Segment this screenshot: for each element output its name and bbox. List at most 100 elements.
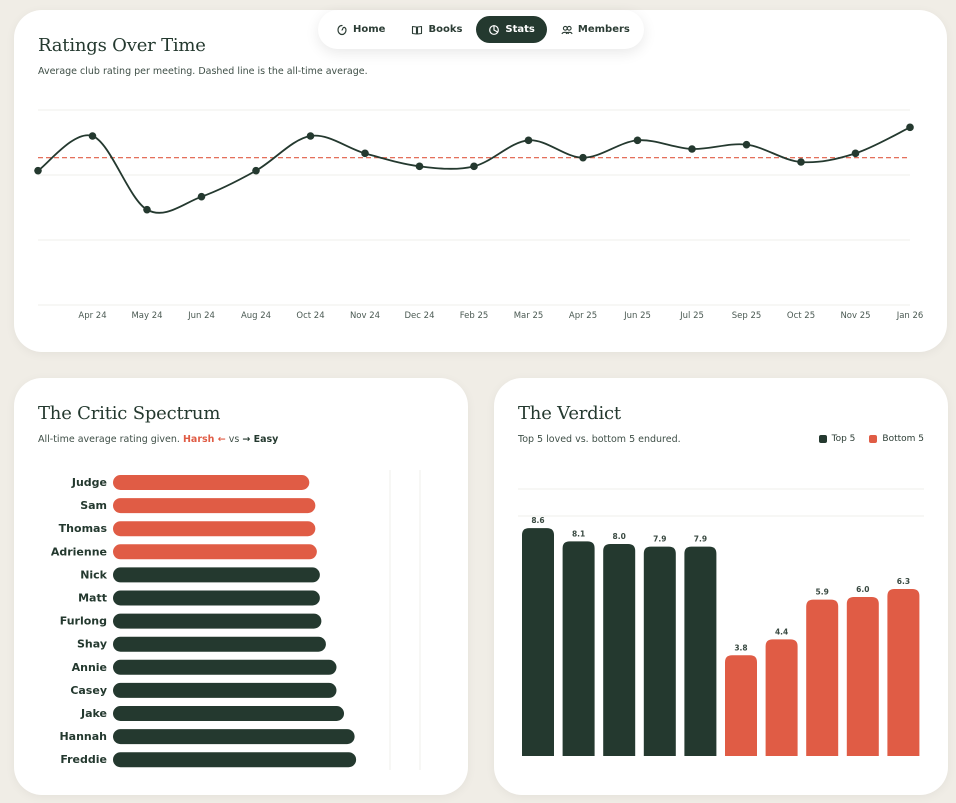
verdict-legend: Top 5 Bottom 5 (818, 434, 924, 444)
x-tick-label: Feb 25 (460, 311, 489, 321)
x-tick-label: Sep 25 (732, 311, 762, 321)
verdict-bar (522, 528, 554, 756)
legend-label-bottom: Bottom 5 (882, 434, 924, 444)
vs-label: vs (228, 434, 240, 445)
data-point (306, 132, 315, 140)
member-label: Furlong (60, 615, 107, 628)
member-label: Nick (80, 568, 107, 581)
member-label: Judge (71, 476, 107, 489)
legend-swatch-bottom (869, 435, 878, 443)
member-label: Sam (80, 499, 107, 512)
x-tick-label: Oct 25 (787, 311, 815, 321)
data-point (633, 136, 642, 145)
member-label: Casey (70, 684, 107, 697)
verdict-bar (846, 597, 879, 756)
data-point (34, 166, 42, 175)
verdict-bar (643, 546, 676, 756)
member-bar (113, 590, 320, 606)
verdict-card: The Verdict Top 5 loved vs. bottom 5 end… (494, 378, 948, 795)
bar-value-label: 8.0 (613, 532, 626, 541)
verdict-bar (684, 546, 717, 756)
nav-item-stats[interactable]: Stats (476, 16, 547, 43)
legend-label-top: Top 5 (831, 434, 856, 444)
data-point (415, 162, 424, 171)
verdict-bar (603, 544, 636, 756)
bar-value-label: 5.9 (816, 588, 829, 597)
nav-label-members: Members (577, 24, 630, 35)
x-tick-label: Dec 24 (405, 311, 435, 321)
x-tick-label: Oct 24 (296, 311, 324, 321)
book-icon (412, 25, 423, 35)
member-label: Freddie (60, 753, 107, 766)
nav-label-stats: Stats (505, 24, 535, 35)
nav-item-home[interactable]: Home (324, 16, 397, 43)
data-point (197, 192, 206, 201)
main-nav: Home Books Stats Members (318, 10, 644, 49)
critic-subtitle: All-time average rating given. Harsh ← v… (38, 434, 278, 445)
nav-item-members[interactable]: Members (549, 16, 642, 43)
verdict-bar (887, 589, 920, 756)
member-bar (113, 706, 345, 721)
verdict-bar (765, 639, 798, 756)
bar-value-label: 3.8 (734, 643, 747, 652)
data-point (797, 158, 805, 166)
bar-value-label: 8.1 (572, 529, 585, 538)
member-bar (113, 613, 322, 629)
verdict-subtitle: Top 5 loved vs. bottom 5 endured. (518, 434, 681, 445)
x-tick-label: Jul 25 (679, 311, 704, 321)
critic-subtitle-text: All-time average rating given. (38, 434, 180, 445)
bar-value-label: 7.9 (694, 535, 707, 544)
bar-value-label: 6.0 (856, 585, 869, 594)
legend-item-top: Top 5 (818, 434, 856, 444)
member-bar (113, 475, 310, 490)
nav-label-home: Home (353, 24, 386, 35)
data-point (851, 149, 860, 158)
bar-value-label: 8.6 (531, 516, 544, 525)
data-point (688, 145, 696, 153)
rating-series-line (37, 126, 911, 214)
member-bar (113, 544, 317, 560)
critic-card: The Critic Spectrum All-time average rat… (14, 378, 468, 795)
x-tick-label: Jun 25 (623, 311, 651, 321)
x-tick-label: May 24 (131, 311, 162, 321)
member-label: Annie (72, 661, 107, 674)
critic-title: The Critic Spectrum (38, 403, 221, 424)
x-tick-label: Apr 25 (569, 311, 597, 321)
critic-bar-chart: Judge Sam Thomas Adrienne Nick Matt Furlong Sha… (51, 470, 421, 770)
x-tick-label: Nov 25 (840, 311, 870, 321)
ratings-title: Ratings Over Time (38, 35, 206, 56)
member-bar (113, 682, 337, 698)
easy-label: → Easy (242, 434, 279, 445)
data-point (143, 205, 151, 214)
member-bar (113, 752, 357, 768)
member-bar (113, 659, 337, 675)
member-bar (113, 567, 320, 583)
nav-item-books[interactable]: Books (399, 16, 474, 43)
x-tick-label: Aug 24 (241, 311, 271, 321)
x-tick-label: Apr 24 (78, 311, 106, 321)
bar-value-label: 7.9 (653, 535, 666, 544)
data-point (88, 132, 97, 140)
member-bar (113, 521, 316, 537)
ratings-card: Ratings Over Time Average club rating pe… (14, 10, 947, 352)
verdict-title: The Verdict (518, 403, 621, 424)
verdict-bar (806, 599, 839, 756)
members-icon (561, 25, 573, 34)
member-label: Thomas (59, 522, 108, 535)
verdict-bar-chart: 8.6 8.1 8.0 7.9 7.9 3.8 4.4 5.9 6.0 6.3 (518, 488, 924, 756)
member-label: Hannah (59, 730, 107, 743)
data-point (579, 153, 587, 162)
data-point (361, 149, 369, 158)
legend-item-bottom: Bottom 5 (869, 434, 924, 444)
data-point (524, 136, 533, 145)
member-label: Jake (80, 707, 107, 720)
member-bar (113, 636, 326, 652)
member-label: Shay (77, 638, 107, 651)
data-point (470, 162, 478, 171)
data-point (252, 166, 260, 175)
nav-label-books: Books (428, 24, 463, 35)
stats-icon (489, 24, 500, 35)
legend-swatch-top (818, 435, 827, 443)
data-point (906, 123, 914, 132)
data-point (742, 140, 751, 149)
